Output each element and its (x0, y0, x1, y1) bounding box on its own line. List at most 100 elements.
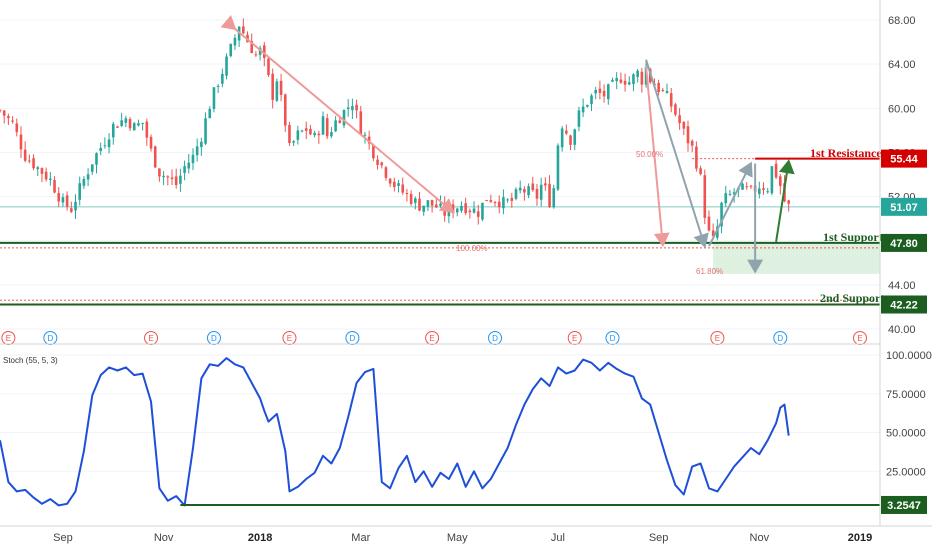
candle-body (296, 130, 300, 140)
support-1-tag: 47.80 (881, 233, 927, 252)
stoch-level-tag-text: 3.2547 (887, 500, 921, 512)
candle-body (321, 116, 325, 135)
candle-body (221, 73, 224, 84)
candle-body (724, 193, 728, 204)
candle-body (611, 79, 614, 82)
candle-body (418, 198, 421, 211)
candle-body (615, 78, 618, 82)
event-letter: D (211, 334, 217, 343)
candle-body (342, 110, 346, 126)
event-marker: E (282, 331, 297, 345)
event-letter: E (6, 334, 11, 343)
candle-body (124, 118, 128, 123)
candle-body (674, 104, 677, 115)
candle-body (598, 88, 602, 93)
candle-body (61, 197, 65, 203)
candle-body (187, 162, 191, 169)
last-price-tag-bg (881, 197, 927, 216)
time-tick-label: Jul (551, 532, 565, 544)
candle-body (481, 202, 484, 220)
event-letter: D (349, 334, 355, 343)
stoch-tick-label: 100.0000 (886, 350, 932, 362)
candle-body (455, 208, 459, 213)
candle-body (703, 175, 707, 218)
candle-body (485, 200, 488, 202)
candle-body (317, 133, 321, 136)
candle-body (15, 123, 19, 133)
event-letter: E (429, 334, 434, 343)
stoch-title: Stoch (55, 5, 3) (3, 356, 58, 365)
candle-body (90, 164, 94, 172)
candle-body (439, 203, 442, 206)
candle-body (409, 193, 413, 204)
support-1-tag-text: 47.80 (890, 238, 918, 250)
time-axis: Sep Nov 2018 Mar May Jul Sep Nov 2019 (53, 532, 872, 544)
candle-body (594, 90, 598, 94)
candle-body (86, 174, 90, 180)
candle-body (376, 159, 379, 165)
candle-body (267, 58, 270, 76)
candle-body (304, 128, 308, 131)
event-letter: D (47, 334, 53, 343)
event-marker: D (345, 331, 360, 345)
candle-body (636, 70, 639, 78)
measure-arrow-up (708, 161, 753, 247)
candle-body (107, 139, 111, 148)
candle-body (216, 85, 220, 87)
candle-body (23, 149, 27, 161)
candle-body (70, 208, 73, 212)
time-tick-label: Sep (53, 532, 73, 544)
event-marker: D (206, 331, 221, 345)
candle-body (623, 80, 627, 85)
candle-body (460, 205, 463, 211)
last-price-tag: 51.07 (881, 197, 927, 216)
candle-body (414, 198, 417, 203)
candle-body (422, 205, 426, 212)
support-2-tag-bg (881, 295, 927, 314)
candle-body (388, 178, 392, 184)
stoch-level-tag-bg (881, 495, 927, 514)
candle-body (137, 123, 140, 126)
candle-body (380, 162, 384, 166)
candle-body (493, 201, 497, 203)
downtrend-arrow (220, 14, 455, 214)
time-tick-label: 2019 (848, 532, 872, 544)
candle-body (120, 120, 123, 126)
candle-body (741, 183, 744, 190)
candle-body (204, 118, 207, 144)
stoch-grid (0, 354, 880, 472)
candle-body (309, 128, 312, 135)
candle-body (275, 81, 279, 101)
candle-body (497, 201, 501, 208)
candle-body (116, 126, 119, 128)
candle-body (292, 141, 295, 143)
candle-body (242, 26, 245, 34)
candle-body (225, 56, 228, 76)
candle-body (766, 191, 770, 193)
candle-body (334, 120, 337, 132)
event-marker: E (710, 331, 725, 345)
support-1-tag-bg (881, 233, 927, 252)
event-marker: D (605, 331, 620, 345)
candle-body (707, 216, 711, 231)
price-tick-label: 40.00 (888, 324, 916, 336)
candle-body (384, 167, 388, 178)
last-price-tag-text: 51.07 (890, 202, 918, 214)
candle-body (363, 134, 367, 136)
candle-body (758, 188, 761, 195)
candle-body (254, 54, 258, 56)
event-letter: E (857, 334, 862, 343)
fib-61-8-label: 61.80% (696, 267, 723, 276)
candle-body (716, 226, 719, 238)
candle-body (170, 177, 174, 179)
candle-body (531, 183, 535, 191)
candle-body (527, 186, 530, 196)
stoch-tick-label: 25.0000 (886, 466, 926, 478)
candle-body (7, 116, 10, 119)
candle-body (476, 211, 480, 217)
candle-body (82, 178, 86, 186)
support-2-label: 2nd Support (820, 291, 884, 305)
fib-50-label: 50.00% (636, 150, 663, 159)
